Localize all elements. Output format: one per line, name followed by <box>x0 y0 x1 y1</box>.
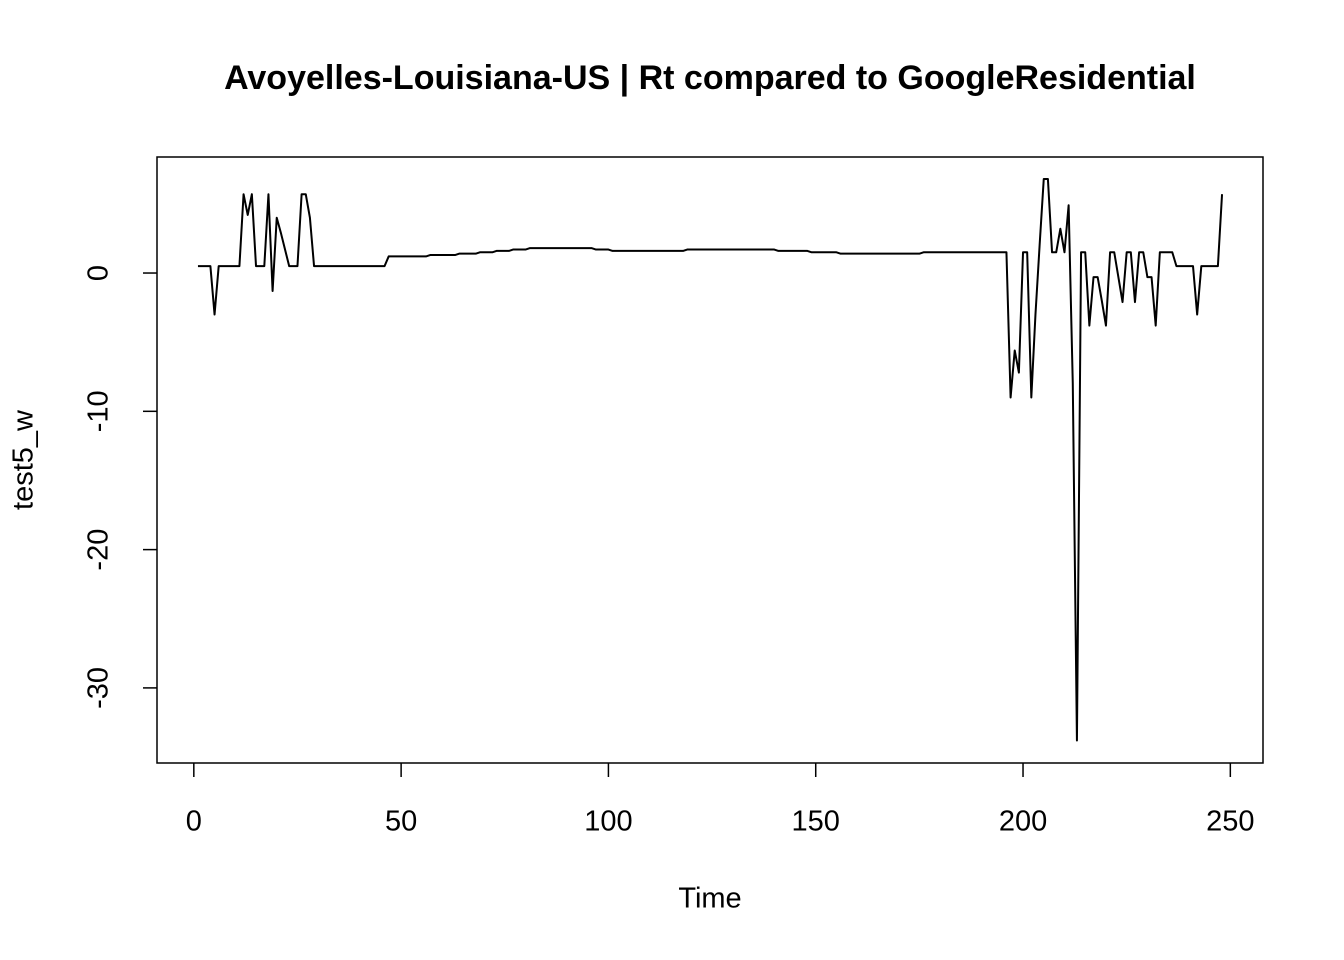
plot-box <box>156 156 1264 764</box>
chart-title: Avoyelles-Louisiana-US | Rt compared to … <box>224 59 1196 97</box>
x-tick-label: 0 <box>186 806 202 838</box>
x-tick-label: 200 <box>999 806 1047 838</box>
y-tick-label: -10 <box>83 390 115 432</box>
x-tick-label: 250 <box>1206 806 1254 838</box>
y-tick-label: -20 <box>83 529 115 571</box>
y-tick-label: -30 <box>83 667 115 709</box>
y-tick-label: 0 <box>83 265 115 281</box>
x-axis-label: Time <box>678 883 741 915</box>
x-tick-label: 100 <box>584 806 632 838</box>
y-axis-label: test5_w <box>8 409 40 510</box>
x-tick-label: 50 <box>385 806 417 838</box>
data-line <box>197 177 1224 742</box>
x-tick-label: 150 <box>792 806 840 838</box>
